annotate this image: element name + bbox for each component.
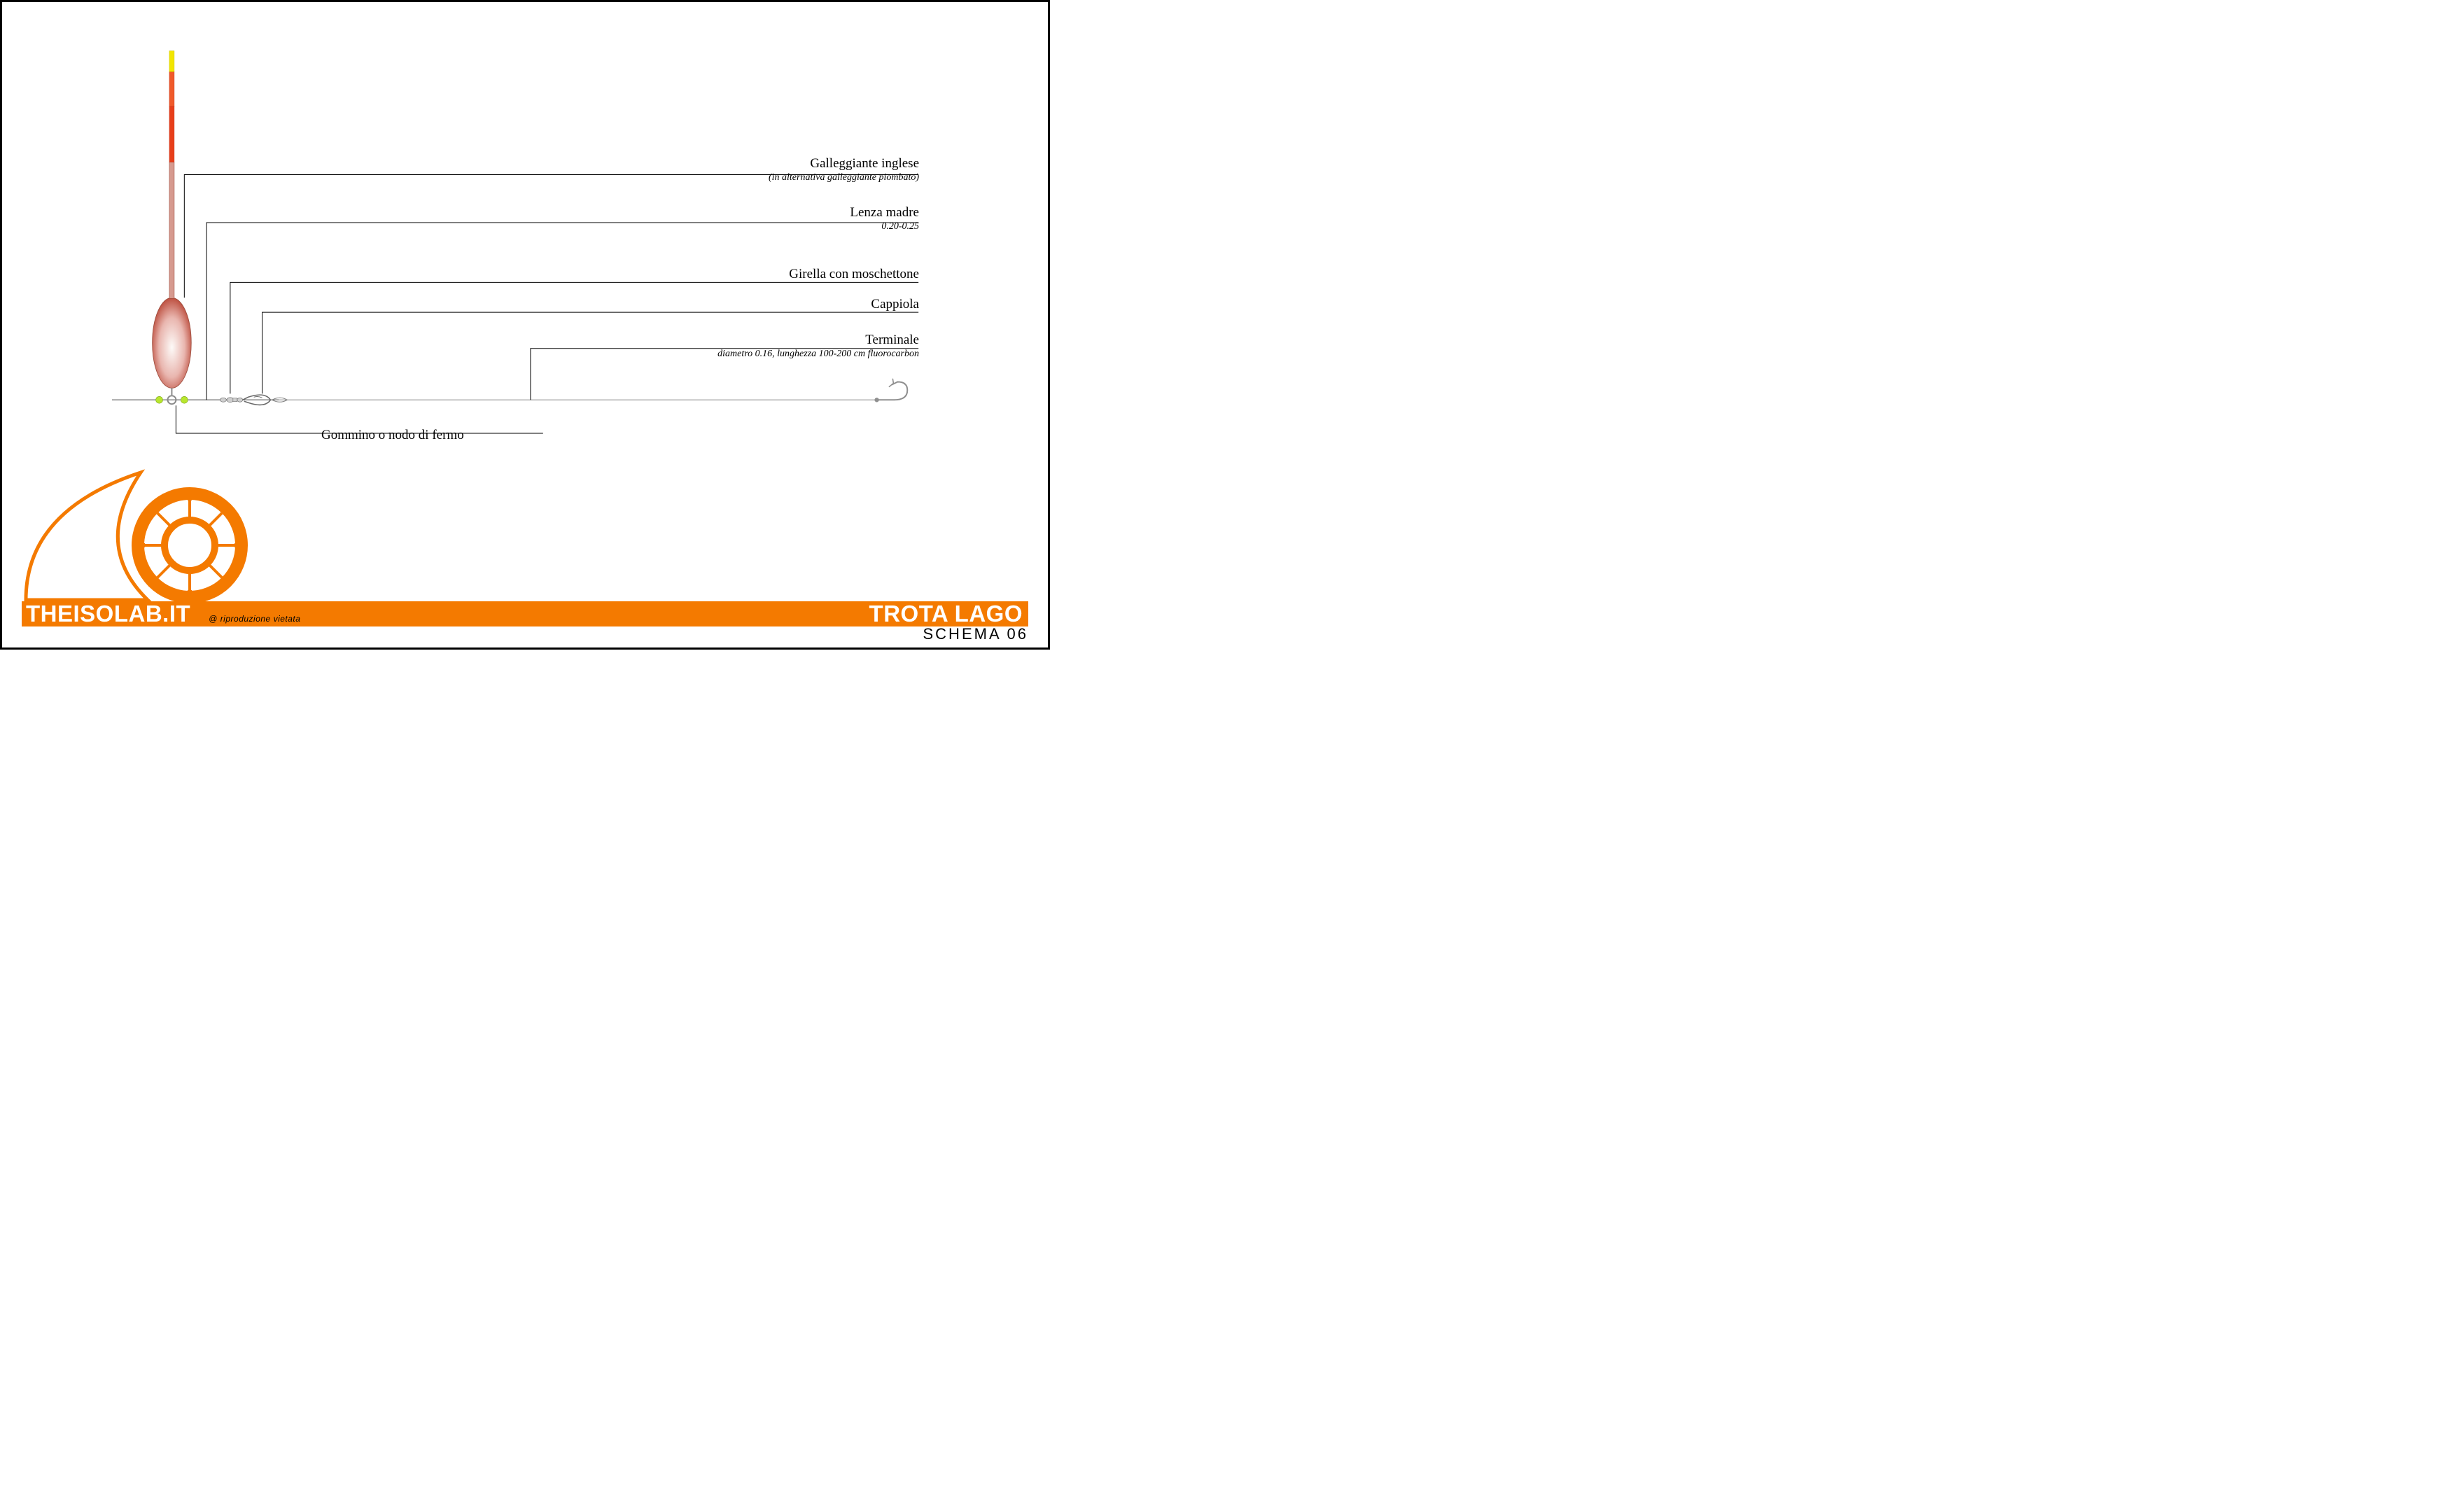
- label-leader-sub: diametro 0.16, lunghezza 100-200 cm fluo…: [717, 349, 919, 360]
- label-float-sub: (in alternativa galleggiante piombato): [769, 172, 919, 183]
- label-stopper-title: Gommino o nodo di fermo: [321, 428, 464, 442]
- float-body: [153, 298, 192, 388]
- label-stopper: Gommino o nodo di fermo: [321, 428, 464, 443]
- footer-title: TROTA LAGO: [869, 601, 1023, 627]
- label-mainline-title: Lenza madre: [850, 205, 919, 220]
- float-antenna-seg2: [169, 71, 174, 106]
- footer-site: THEISOLAB.IT: [26, 601, 190, 627]
- label-mainline: Lenza madre 0.20-0.25: [850, 205, 919, 232]
- brand-logo: [22, 468, 253, 601]
- footer-copyright: @ riproduzione vietata: [209, 614, 300, 624]
- label-mainline-sub: 0.20-0.25: [850, 221, 919, 232]
- float-antenna-seg3: [169, 106, 174, 162]
- footer-site-block: THEISOLAB.IT @ riproduzione vietata: [26, 601, 300, 627]
- hook-icon: [875, 379, 907, 401]
- label-swivel-title: Girella con moschettone: [789, 267, 919, 282]
- label-leader: Terminale diametro 0.16, lunghezza 100-2…: [717, 332, 919, 360]
- stopper-bead-right: [181, 396, 188, 403]
- label-leader-title: Terminale: [717, 332, 919, 348]
- swivel-icon: [220, 398, 242, 402]
- callout-lines: [176, 174, 918, 433]
- label-loop-title: Cappiola: [871, 297, 919, 312]
- float-antenna-seg1: [169, 51, 174, 72]
- label-float-title: Galleggiante inglese: [769, 156, 919, 172]
- label-float: Galleggiante inglese (in alternativa gal…: [769, 156, 919, 183]
- float-antenna-seg4: [169, 162, 174, 299]
- label-loop: Cappiola: [871, 297, 919, 312]
- footer-bar: THEISOLAB.IT @ riproduzione vietata TROT…: [22, 601, 1028, 626]
- diagram-frame: Galleggiante inglese (in alternativa gal…: [0, 0, 1050, 650]
- stopper-bead-left: [156, 396, 163, 403]
- label-swivel: Girella con moschettone: [789, 267, 919, 282]
- footer-schema: SCHEMA 06: [923, 625, 1029, 643]
